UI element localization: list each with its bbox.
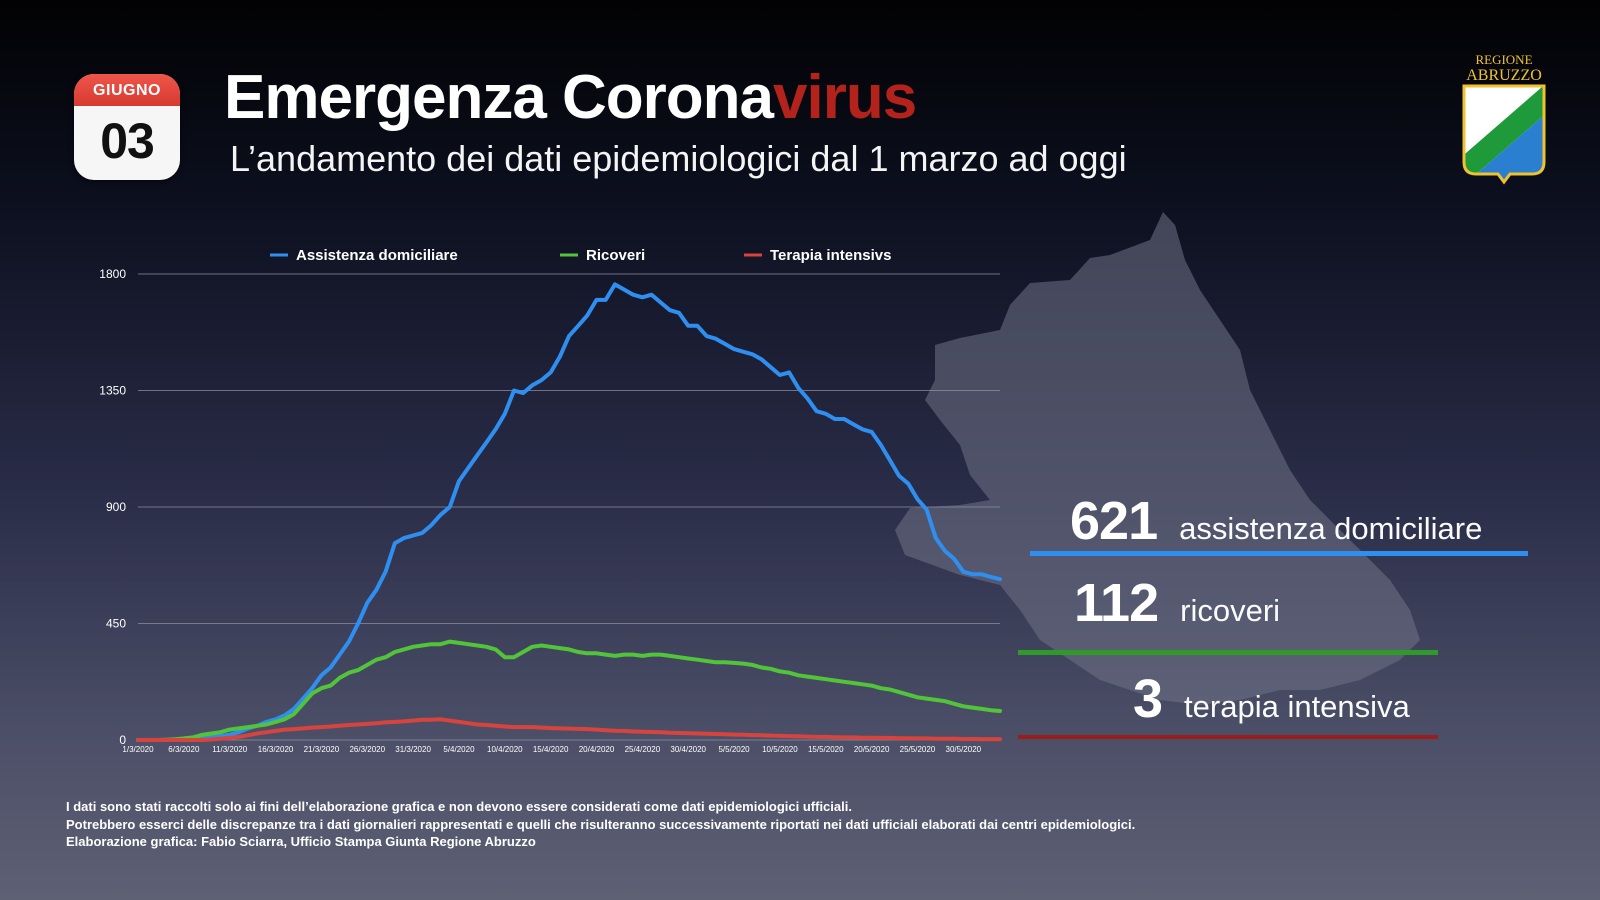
stat-ricoveri-value: 112 bbox=[1074, 573, 1159, 633]
page-title: Emergenza Coronavirus bbox=[224, 62, 917, 133]
stat-assistenza-underline bbox=[1030, 551, 1528, 556]
legend-label: Terapia intensivs bbox=[770, 247, 891, 264]
x-tick-label: 15/5/2020 bbox=[808, 745, 844, 754]
stat-terapia-label: terapia intensiva bbox=[1184, 689, 1410, 724]
x-tick-label: 31/3/2020 bbox=[395, 745, 431, 754]
x-tick-label: 30/5/2020 bbox=[946, 745, 982, 754]
y-tick-label: 900 bbox=[106, 500, 126, 514]
x-tick-label: 30/4/2020 bbox=[670, 745, 706, 754]
x-tick-label: 5/5/2020 bbox=[718, 745, 750, 754]
regione-abruzzo-logo: REGIONE ABRUZZO bbox=[1462, 52, 1546, 185]
calendar-day: 03 bbox=[100, 113, 155, 169]
logo-line1: REGIONE bbox=[1475, 52, 1532, 67]
page-subtitle: L’andamento dei dati epidemiologici dal … bbox=[230, 138, 1127, 179]
footnote-line-3: Elaborazione grafica: Fabio Sciarra, Uff… bbox=[66, 834, 536, 849]
stat-assistenza-value: 621 bbox=[1070, 491, 1158, 551]
stat-ricoveri: 112 ricoveri bbox=[1074, 572, 1280, 634]
y-tick-label: 1800 bbox=[99, 267, 126, 281]
x-tick-label: 10/5/2020 bbox=[762, 745, 798, 754]
calendar-month: GIUGNO bbox=[74, 74, 180, 106]
stat-terapia-underline bbox=[1018, 735, 1438, 739]
stat-terapia: 3 terapia intensiva bbox=[1133, 668, 1410, 730]
stat-assistenza: 621 assistenza domiciliare bbox=[1070, 490, 1482, 552]
legend-label: Ricoveri bbox=[586, 247, 645, 264]
series-line-2 bbox=[136, 639, 1002, 742]
x-tick-label: 16/3/2020 bbox=[258, 745, 294, 754]
stat-assistenza-label: assistenza domiciliare bbox=[1179, 511, 1483, 546]
stat-ricoveri-label: ricoveri bbox=[1180, 593, 1281, 628]
x-tick-label: 10/4/2020 bbox=[487, 745, 523, 754]
x-tick-label: 6/3/2020 bbox=[168, 745, 200, 754]
x-tick-label: 15/4/2020 bbox=[533, 745, 569, 754]
title-accent: virus bbox=[773, 63, 917, 132]
footnote-line-1: I dati sono stati raccolti solo ai fini … bbox=[66, 799, 852, 814]
series-line-1 bbox=[136, 282, 1002, 742]
x-tick-label: 5/4/2020 bbox=[443, 745, 475, 754]
abruzzo-map-silhouette bbox=[895, 212, 1420, 705]
stat-terapia-value: 3 bbox=[1133, 669, 1163, 729]
x-tick-label: 26/3/2020 bbox=[349, 745, 385, 754]
x-tick-label: 1/3/2020 bbox=[122, 745, 154, 754]
y-tick-label: 0 bbox=[119, 733, 126, 747]
y-tick-label: 450 bbox=[106, 617, 126, 631]
x-tick-label: 20/4/2020 bbox=[579, 745, 615, 754]
x-tick-label: 21/3/2020 bbox=[304, 745, 340, 754]
x-tick-label: 11/3/2020 bbox=[212, 745, 248, 754]
x-tick-label: 20/5/2020 bbox=[854, 745, 890, 754]
x-tick-label: 25/4/2020 bbox=[625, 745, 661, 754]
series-line-3 bbox=[136, 717, 1002, 742]
legend-label: Assistenza domiciliare bbox=[296, 247, 458, 264]
footnote-line-2: Potrebbero esserci delle discrepanze tra… bbox=[66, 816, 1136, 832]
footnote: I dati sono stati raccolti solo ai fini … bbox=[66, 798, 1135, 851]
title-main: Emergenza Corona bbox=[224, 63, 774, 132]
logo-line2: ABRUZZO bbox=[1466, 67, 1542, 84]
y-tick-label: 1350 bbox=[99, 384, 126, 398]
stat-ricoveri-underline bbox=[1018, 650, 1438, 655]
x-tick-label: 25/5/2020 bbox=[900, 745, 936, 754]
calendar-icon: GIUGNO 03 bbox=[74, 74, 180, 180]
